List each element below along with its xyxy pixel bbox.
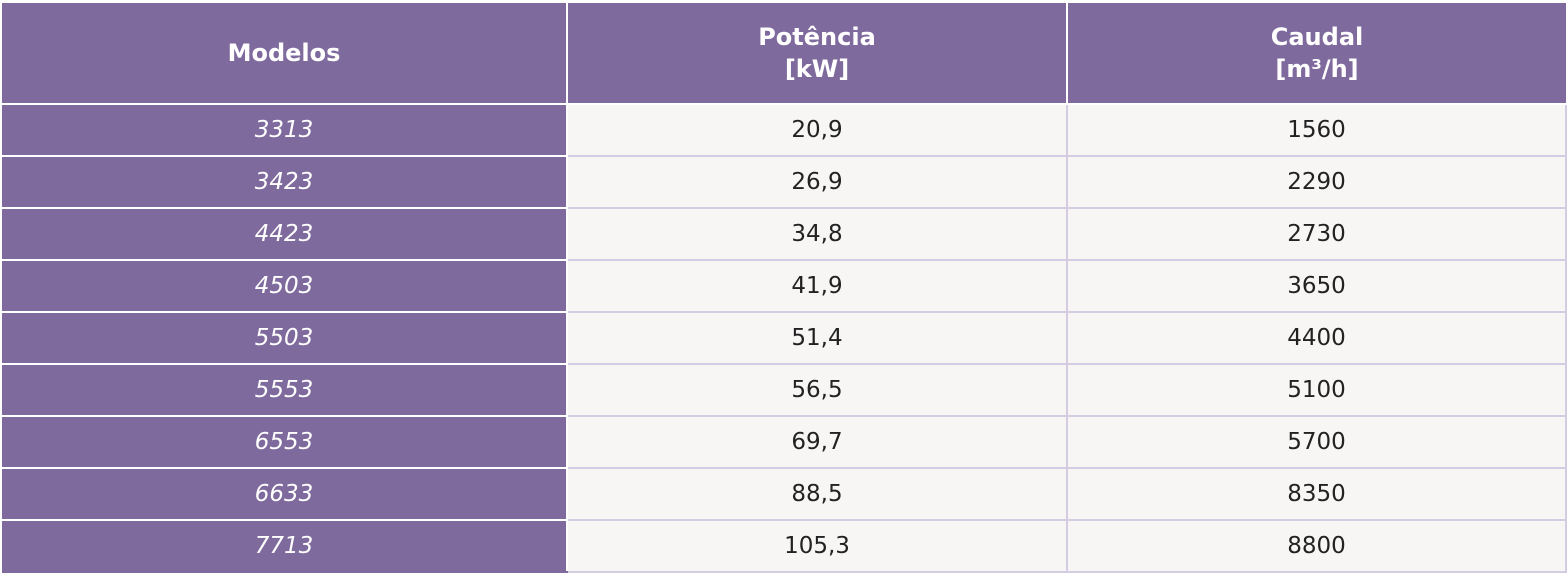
value-cell: 2730 [1066,207,1567,261]
model-cell: 4423 [2,207,568,261]
value-cell: 5700 [1066,415,1567,469]
header-row: Modelos Potência [kW] Caudal [m³/h] [2,3,1566,105]
table-row: 4503 41,9 3650 [2,259,1567,313]
spec-table: Modelos Potência [kW] Caudal [m³/h] 3313 20,9… [2,3,1567,573]
model-cell: 3313 [2,103,568,157]
header-title: Potência [758,23,876,51]
table-body: 3313 20,9 1560 3423 26,9 2290 4423 34,8 2730 4503… [2,103,1567,573]
value-cell: 105,3 [566,519,1068,573]
model-cell: 6553 [2,415,568,469]
model-cell: 4503 [2,259,568,313]
model-cell: 6633 [2,467,568,521]
table-wrap: Modelos Potência [kW] Caudal [m³/h] 3313 20,9… [2,3,1567,573]
value-cell: 8800 [1066,519,1567,573]
value-cell: 4400 [1066,311,1567,365]
table-row: 7713 105,3 8800 [2,519,1567,573]
header-cell: Potência [kW] [566,3,1068,105]
model-cell: 7713 [2,519,568,573]
value-cell: 2290 [1066,155,1567,209]
header-unit: [kW] [784,55,850,83]
model-cell: 5503 [2,311,568,365]
value-cell: 8350 [1066,467,1567,521]
value-cell: 1560 [1066,103,1567,157]
table-row: 4423 34,8 2730 [2,207,1567,261]
header-cell: Modelos [2,3,568,105]
table-row: 5553 56,5 5100 [2,363,1567,417]
table-row: 6553 69,7 5700 [2,415,1567,469]
model-cell: 5553 [2,363,568,417]
value-cell: 26,9 [566,155,1068,209]
header-cell: Caudal [m³/h] [1066,3,1566,105]
value-cell: 34,8 [566,207,1068,261]
value-cell: 69,7 [566,415,1068,469]
value-cell: 41,9 [566,259,1068,313]
table-row: 5503 51,4 4400 [2,311,1567,365]
table-row: 6633 88,5 8350 [2,467,1567,521]
header-unit: [m³/h] [1275,55,1359,83]
value-cell: 20,9 [566,103,1068,157]
value-cell: 3650 [1066,259,1567,313]
value-cell: 5100 [1066,363,1567,417]
table-row: 3313 20,9 1560 [2,103,1567,157]
header-title: Caudal [1270,23,1364,51]
value-cell: 51,4 [566,311,1068,365]
model-cell: 3423 [2,155,568,209]
table-row: 3423 26,9 2290 [2,155,1567,209]
value-cell: 56,5 [566,363,1068,417]
header-title: Modelos [227,39,341,67]
value-cell: 88,5 [566,467,1068,521]
